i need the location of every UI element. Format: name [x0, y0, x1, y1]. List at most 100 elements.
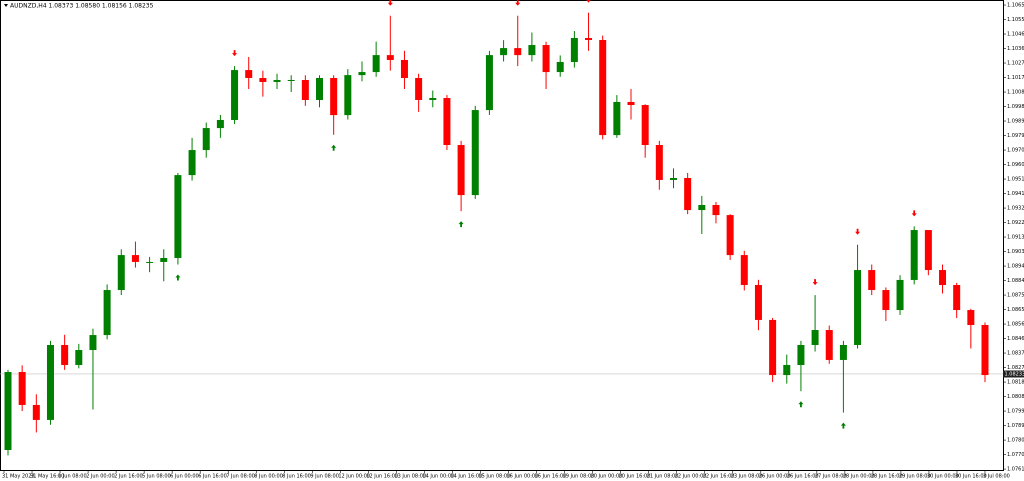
candle-body — [372, 55, 380, 73]
y-tick-label: 1.09605 — [1007, 162, 1024, 168]
y-tick-label: 1.08940 — [1007, 264, 1024, 270]
candle-body — [160, 257, 168, 262]
candle-body — [825, 330, 833, 360]
candle-body — [273, 79, 281, 82]
candle-body — [344, 75, 352, 116]
candle-body — [953, 284, 961, 311]
y-tick-label: 1.10175 — [1007, 75, 1024, 81]
candle-body — [188, 150, 196, 176]
candle-body — [471, 110, 479, 196]
fractal-down-arrow — [515, 0, 521, 6]
fractal-down-arrow — [586, 0, 591, 3]
candle-body — [599, 39, 607, 136]
candle-body — [627, 101, 635, 106]
candle-body — [641, 105, 649, 146]
y-tick-label: 1.07800 — [1007, 438, 1024, 444]
candle-body — [46, 344, 54, 420]
candle-body — [358, 72, 366, 76]
fractal-up-arrow — [331, 144, 337, 151]
symbol-menu-icon[interactable] — [4, 4, 8, 7]
fractal-up-arrow — [175, 274, 181, 281]
x-tick-label: 19 Jun 08:00 — [563, 474, 595, 480]
fractal-down-arrow — [232, 50, 238, 57]
x-tick-label: 13 Jun 08:00 — [394, 474, 426, 480]
fractal-down-arrow — [387, 0, 393, 6]
x-tick-label: 16 Jun 16:00 — [535, 474, 567, 480]
y-tick-label: 1.08180 — [1007, 380, 1024, 386]
x-tick-label: 23 Jun 08:00 — [731, 474, 763, 480]
candle-body — [740, 255, 748, 285]
y-tick-label: 1.07990 — [1007, 409, 1024, 415]
candle-body — [783, 364, 791, 376]
y-tick-label: 1.08655 — [1007, 307, 1024, 313]
x-tick-label: 30 Jun 00:00 — [927, 474, 959, 480]
x-tick-label: 30 Jun 16:00 — [955, 474, 987, 480]
y-tick-label: 1.08560 — [1007, 322, 1024, 328]
candle-body — [386, 55, 394, 60]
candle-body — [854, 270, 862, 345]
x-tick-label: 14 Jun 00:00 — [422, 474, 454, 480]
y-tick-label: 1.07705 — [1007, 452, 1024, 458]
y-tick-label: 1.08845 — [1007, 278, 1024, 284]
y-tick-label: 1.10365 — [1007, 46, 1024, 52]
x-tick-label: 27 Jun 08:00 — [815, 474, 847, 480]
candle-body — [839, 344, 847, 360]
plot-frame — [0, 0, 1004, 471]
candle-body — [585, 38, 593, 40]
x-tick-label: 21 Jun 08:00 — [647, 474, 679, 480]
candle-body — [924, 230, 932, 271]
y-tick-label: 1.10555 — [1007, 17, 1024, 23]
y-tick-label: 1.07610 — [1007, 467, 1024, 473]
y-tick-label: 1.10080 — [1007, 90, 1024, 96]
candle-body — [811, 330, 819, 345]
y-tick-label: 1.08465 — [1007, 336, 1024, 342]
candle-body — [131, 255, 139, 262]
x-tick-label: 14 Jun 16:00 — [450, 474, 482, 480]
candle-body — [981, 324, 989, 376]
y-tick-label: 1.08275 — [1007, 365, 1024, 371]
x-tick-label: 28 Jun 16:00 — [871, 474, 903, 480]
x-tick-label: 22 Jun 16:00 — [703, 474, 735, 480]
candle-body — [117, 255, 125, 291]
fractal-down-arrow — [812, 279, 818, 286]
x-tick-label: 9 Jun 08:00 — [310, 474, 339, 480]
candle-body — [939, 270, 947, 285]
x-tick-label: 8 Jun 16:00 — [282, 474, 311, 480]
y-tick-label: 1.09985 — [1007, 104, 1024, 110]
y-tick-label: 1.10650 — [1007, 3, 1024, 9]
x-tick-label: 29 Jun 08:00 — [899, 474, 931, 480]
candle-body — [542, 45, 550, 73]
candle-body — [415, 78, 423, 100]
candle-body — [231, 70, 239, 120]
y-tick-label: 1.09890 — [1007, 119, 1024, 125]
candle-body — [89, 335, 97, 351]
candle-body — [174, 175, 182, 258]
fractal-up-arrow — [798, 401, 804, 408]
y-tick-label: 1.09320 — [1007, 206, 1024, 212]
x-tick-label: 20 Jun 16:00 — [619, 474, 651, 480]
x-tick-label: 6 Jun 16:00 — [198, 474, 227, 480]
candle-body — [514, 48, 522, 56]
x-tick-label: 16 Jun 00:00 — [507, 474, 539, 480]
y-tick-label: 1.09700 — [1007, 148, 1024, 154]
candle-body — [769, 319, 777, 376]
candle-body — [669, 177, 677, 180]
candle-body — [146, 261, 154, 263]
candle-body — [259, 78, 267, 82]
candle-body — [882, 290, 890, 311]
fractal-down-arrow — [911, 210, 917, 217]
candle-body — [684, 177, 692, 211]
y-tick-label: 1.10270 — [1007, 61, 1024, 67]
candle-body — [726, 215, 734, 256]
y-tick-label: 1.10460 — [1007, 32, 1024, 38]
candle-body — [61, 344, 69, 365]
x-tick-label: 31 May 2023 — [2, 474, 35, 480]
y-tick-label: 1.09795 — [1007, 133, 1024, 139]
candle-body — [655, 145, 663, 180]
candle-body — [457, 145, 465, 196]
candle-body — [698, 205, 706, 211]
candle-body — [797, 344, 805, 365]
candle-body — [556, 61, 564, 73]
x-tick-label: 12 Jun 00:00 — [338, 474, 370, 480]
